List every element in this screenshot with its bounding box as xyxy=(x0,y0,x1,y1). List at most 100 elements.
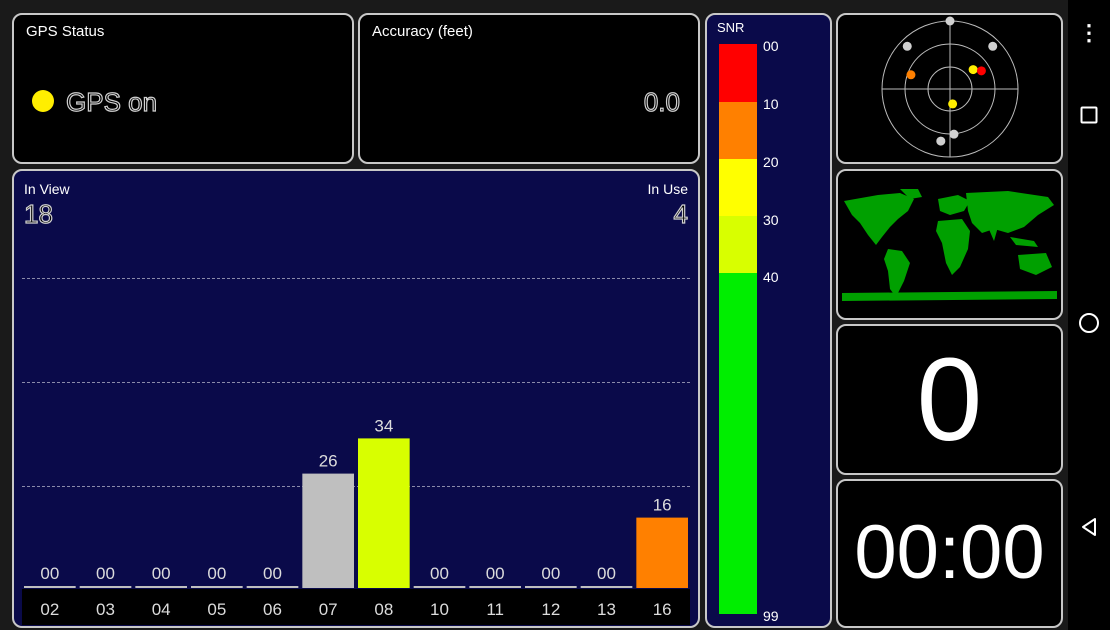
gridline xyxy=(22,382,690,383)
continent-australia xyxy=(1018,253,1052,275)
snr-value-label: 00 xyxy=(430,564,449,583)
world-map-panel[interactable] xyxy=(836,169,1063,320)
snr-bar-06 xyxy=(246,586,299,588)
prn-label: 10 xyxy=(430,600,449,619)
snr-value-label: 00 xyxy=(40,564,59,583)
sky-satellite-marker xyxy=(945,16,955,26)
gps-status-indicator xyxy=(32,90,54,112)
home-icon[interactable] xyxy=(1068,308,1110,338)
indonesia xyxy=(1010,237,1038,247)
prn-label: 04 xyxy=(152,600,171,619)
bars-svg: 00 02 00 03 00 04 00 05 00 06 26 07 34 08 00 10 00 11 00 12… xyxy=(24,416,688,619)
prn-label: 16 xyxy=(653,600,672,619)
snr-value-label: 34 xyxy=(374,416,393,435)
continent-europe xyxy=(938,195,970,215)
sky-satellite-marker xyxy=(976,66,986,76)
snr-value-label: 00 xyxy=(486,564,505,583)
snr-value-label: 16 xyxy=(653,496,672,515)
snr-value-label: 00 xyxy=(152,564,171,583)
snr-bar-12 xyxy=(525,586,577,588)
continent-north-america xyxy=(844,193,914,245)
india xyxy=(988,227,998,241)
snr-band-3 xyxy=(719,216,757,273)
world-map xyxy=(842,189,1057,301)
snr-band-0 xyxy=(719,44,757,102)
in-view-label: In View xyxy=(24,181,70,197)
continent-asia xyxy=(966,191,1054,233)
snr-tick: 10 xyxy=(763,96,779,112)
snr-value-label: 00 xyxy=(541,564,560,583)
snr-bar-16 xyxy=(636,517,688,588)
continent-africa xyxy=(936,219,970,275)
satellites-in-use-value: 0 xyxy=(916,334,983,466)
snr-bar-02 xyxy=(24,586,76,588)
more-vert-icon[interactable]: ⋮ xyxy=(1078,20,1100,45)
in-use-label: In Use xyxy=(647,181,688,197)
sky-satellites xyxy=(902,16,998,146)
snr-tick: 00 xyxy=(763,38,779,54)
snr-value-label: 00 xyxy=(207,564,226,583)
snr-value-label: 00 xyxy=(597,564,616,583)
snr-value-label: 26 xyxy=(319,452,338,471)
snr-bar-11 xyxy=(469,586,521,588)
accuracy-title: Accuracy (feet) xyxy=(372,23,473,40)
gps-status-text: GPS on xyxy=(65,86,158,117)
gridline xyxy=(22,278,690,279)
snr-tick: 20 xyxy=(763,154,779,170)
prn-label: 07 xyxy=(319,600,338,619)
sky-satellite-marker xyxy=(988,41,998,51)
in-view-count: 18 xyxy=(23,198,53,229)
snr-band-1 xyxy=(719,102,757,159)
accuracy-panel: Accuracy (feet) 0.0 xyxy=(358,13,700,164)
navigation-bar: ⋮ xyxy=(1068,0,1110,630)
snr-bar-03 xyxy=(79,586,132,588)
back-icon[interactable] xyxy=(1068,512,1110,542)
greenland xyxy=(900,189,922,199)
snr-band-4 xyxy=(719,273,757,614)
snr-tick: 40 xyxy=(763,269,779,285)
sky-satellite-marker xyxy=(949,129,959,139)
prn-label: 13 xyxy=(597,600,616,619)
snr-bar-05 xyxy=(191,586,243,588)
sky-view-panel[interactable] xyxy=(836,13,1063,164)
snr-band-2 xyxy=(719,159,757,216)
snr-legend: SNR 00 10 20 30 40 99 xyxy=(705,13,832,628)
snr-bar-10 xyxy=(413,586,466,588)
snr-bar-chart: In View 18 In Use 4 00 02 00 03 00 04 00 05 00 06… xyxy=(12,169,700,628)
sky-satellite-marker xyxy=(948,99,958,109)
gridline xyxy=(22,486,690,487)
sky-satellite-marker xyxy=(968,65,978,75)
sky-satellite-marker xyxy=(902,41,912,51)
prn-label: 06 xyxy=(263,600,282,619)
prn-label: 03 xyxy=(96,600,115,619)
satellites-in-use-panel: 0 xyxy=(836,324,1063,475)
continent-antarctica xyxy=(842,291,1057,301)
snr-value-label: 00 xyxy=(263,564,282,583)
prn-label: 11 xyxy=(486,600,504,619)
prn-label: 05 xyxy=(207,600,226,619)
prn-label: 02 xyxy=(40,600,59,619)
snr-bar-08 xyxy=(358,438,410,588)
snr-legend-title: SNR xyxy=(717,20,745,35)
gps-status-panel: GPS Status GPS on xyxy=(12,13,354,164)
snr-tick: 99 xyxy=(763,608,779,624)
snr-tick: 30 xyxy=(763,212,779,228)
sky-satellite-marker xyxy=(936,136,946,146)
recents-icon[interactable] xyxy=(1068,100,1110,130)
snr-bar-04 xyxy=(135,586,187,588)
prn-label-strip xyxy=(22,589,690,625)
sky-satellite-marker xyxy=(906,70,916,80)
timer-value: 00:00 xyxy=(854,510,1045,595)
sky-plot xyxy=(881,16,1019,158)
gps-status-title: GPS Status xyxy=(26,23,105,40)
snr-bar-13 xyxy=(580,586,633,588)
snr-bar-07 xyxy=(302,473,354,588)
prn-label: 12 xyxy=(541,600,560,619)
timer-panel: 00:00 xyxy=(836,479,1063,628)
accuracy-value: 0.0 xyxy=(643,86,680,117)
continent-south-america xyxy=(884,249,910,297)
world-map-land xyxy=(842,189,1057,301)
snr-value-label: 00 xyxy=(96,564,115,583)
in-use-count: 4 xyxy=(673,198,689,229)
prn-label: 08 xyxy=(374,600,393,619)
